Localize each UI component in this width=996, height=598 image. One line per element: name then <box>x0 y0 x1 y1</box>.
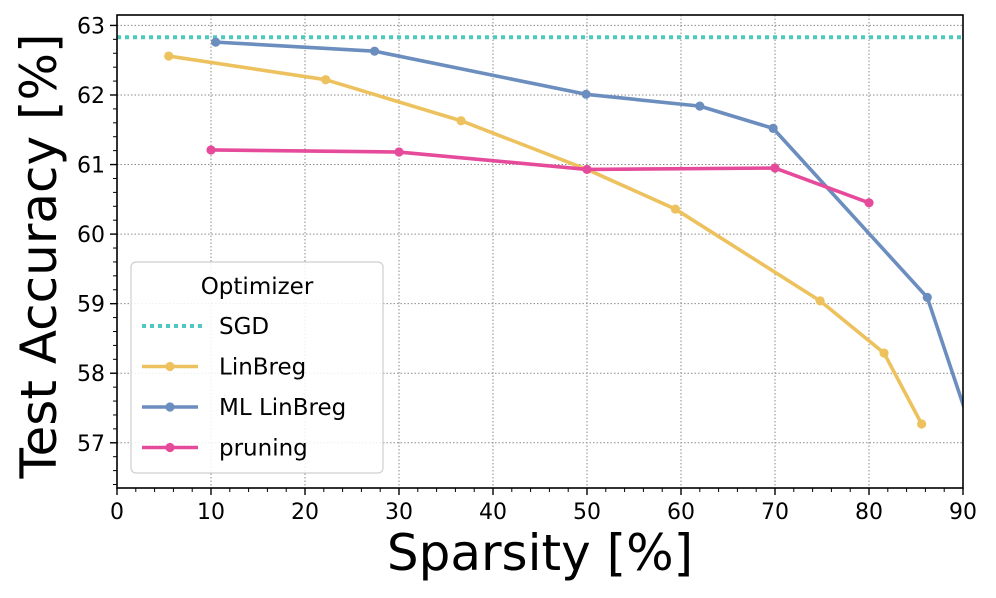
legend-marker-pruning <box>165 442 175 453</box>
x-tick-label: 10 <box>197 500 225 525</box>
x-axis-title: Sparsity [%] <box>387 524 693 582</box>
legend-marker-linbreg <box>165 361 175 372</box>
data-point-linbreg <box>670 204 680 214</box>
y-axis-title: Test Accuracy [%] <box>10 33 68 479</box>
data-point-pruning <box>864 198 874 208</box>
x-tick-label: 30 <box>385 500 413 525</box>
series-line-pruning <box>209 148 871 205</box>
legend-item-pruning: pruning <box>142 436 308 462</box>
data-point-pruning <box>206 145 216 155</box>
x-axis: 0 10 20 30 40 50 60 70 80 90 <box>110 488 977 525</box>
data-point-linbreg <box>321 75 331 85</box>
y-tick-label: 59 <box>77 293 105 318</box>
data-point-ml-linbreg <box>922 292 932 303</box>
x-tick-label: 50 <box>573 500 601 525</box>
y-tick-label: 60 <box>77 223 105 248</box>
series-line-linbreg <box>166 54 924 426</box>
data-point-ml-linbreg <box>369 46 380 56</box>
legend-item-sgd: SGD <box>142 314 269 340</box>
data-point-ml-linbreg <box>768 123 778 133</box>
x-tick-label: 0 <box>110 500 124 525</box>
series-ml-linbreg <box>211 37 963 411</box>
legend-item-linbreg: LinBreg <box>142 355 306 381</box>
data-point-linbreg <box>164 51 174 61</box>
legend-title: Optimizer <box>201 274 314 300</box>
y-tick-label: 63 <box>77 14 105 39</box>
legend-label-linbreg: LinBreg <box>219 355 306 381</box>
legend-label-pruning: pruning <box>219 436 308 462</box>
data-point-pruning <box>394 147 404 157</box>
data-point-linbreg <box>879 348 889 358</box>
data-point-ml-linbreg <box>581 89 591 99</box>
series-layer <box>164 37 963 429</box>
x-tick-label: 70 <box>761 500 789 525</box>
data-point-linbreg <box>456 116 466 126</box>
x-tick-label: 20 <box>291 500 319 525</box>
legend-marker-ml-linbreg <box>165 402 175 412</box>
x-tick-label: 90 <box>949 500 977 525</box>
y-tick-label: 62 <box>77 84 105 109</box>
data-point-linbreg <box>917 419 927 429</box>
data-point-ml-linbreg <box>695 101 705 111</box>
y-tick-label: 57 <box>77 432 105 457</box>
y-axis: 57 58 59 60 61 62 63 <box>77 14 117 486</box>
legend-label-ml-linbreg: ML LinBreg <box>219 395 346 421</box>
x-tick-label: 40 <box>479 500 507 525</box>
data-point-pruning <box>582 164 592 175</box>
y-tick-label: 61 <box>77 154 105 179</box>
y-tick-label: 58 <box>77 362 105 387</box>
data-point-ml-linbreg <box>211 37 221 47</box>
series-pruning <box>206 145 874 208</box>
legend-box <box>130 261 384 474</box>
legend-label-sgd: SGD <box>219 314 269 340</box>
legend-items: SGD LinBreg ML LinBreg pruning <box>142 314 346 462</box>
legend-item-ml-linbreg: ML LinBreg <box>142 395 346 421</box>
data-point-pruning <box>770 163 780 173</box>
plot-frame <box>116 14 964 489</box>
x-tick-label: 80 <box>855 500 883 525</box>
x-tick-label: 60 <box>667 500 695 525</box>
data-point-linbreg <box>815 296 825 306</box>
legend: Optimizer SGD LinBreg ML LinBreg pruning <box>130 261 384 474</box>
